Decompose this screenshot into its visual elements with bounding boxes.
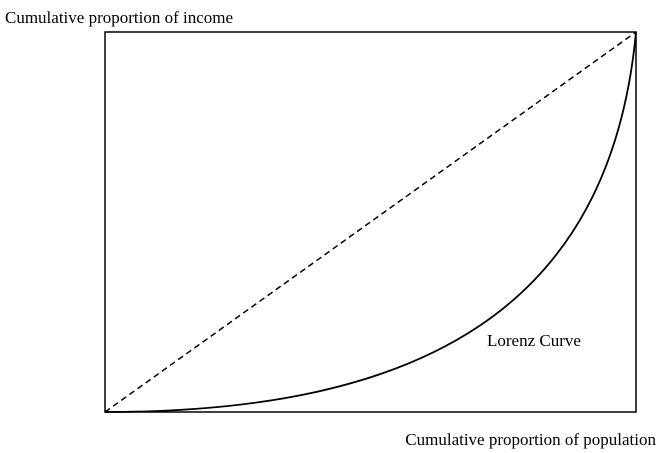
plot-frame <box>104 31 637 413</box>
equality-line <box>104 31 637 413</box>
lorenz-curve <box>104 31 637 413</box>
x-axis-label: Cumulative proportion of population <box>405 430 656 449</box>
y-axis-label: Cumulative proportion of income <box>5 8 233 27</box>
curve-label: Lorenz Curve <box>487 331 581 350</box>
